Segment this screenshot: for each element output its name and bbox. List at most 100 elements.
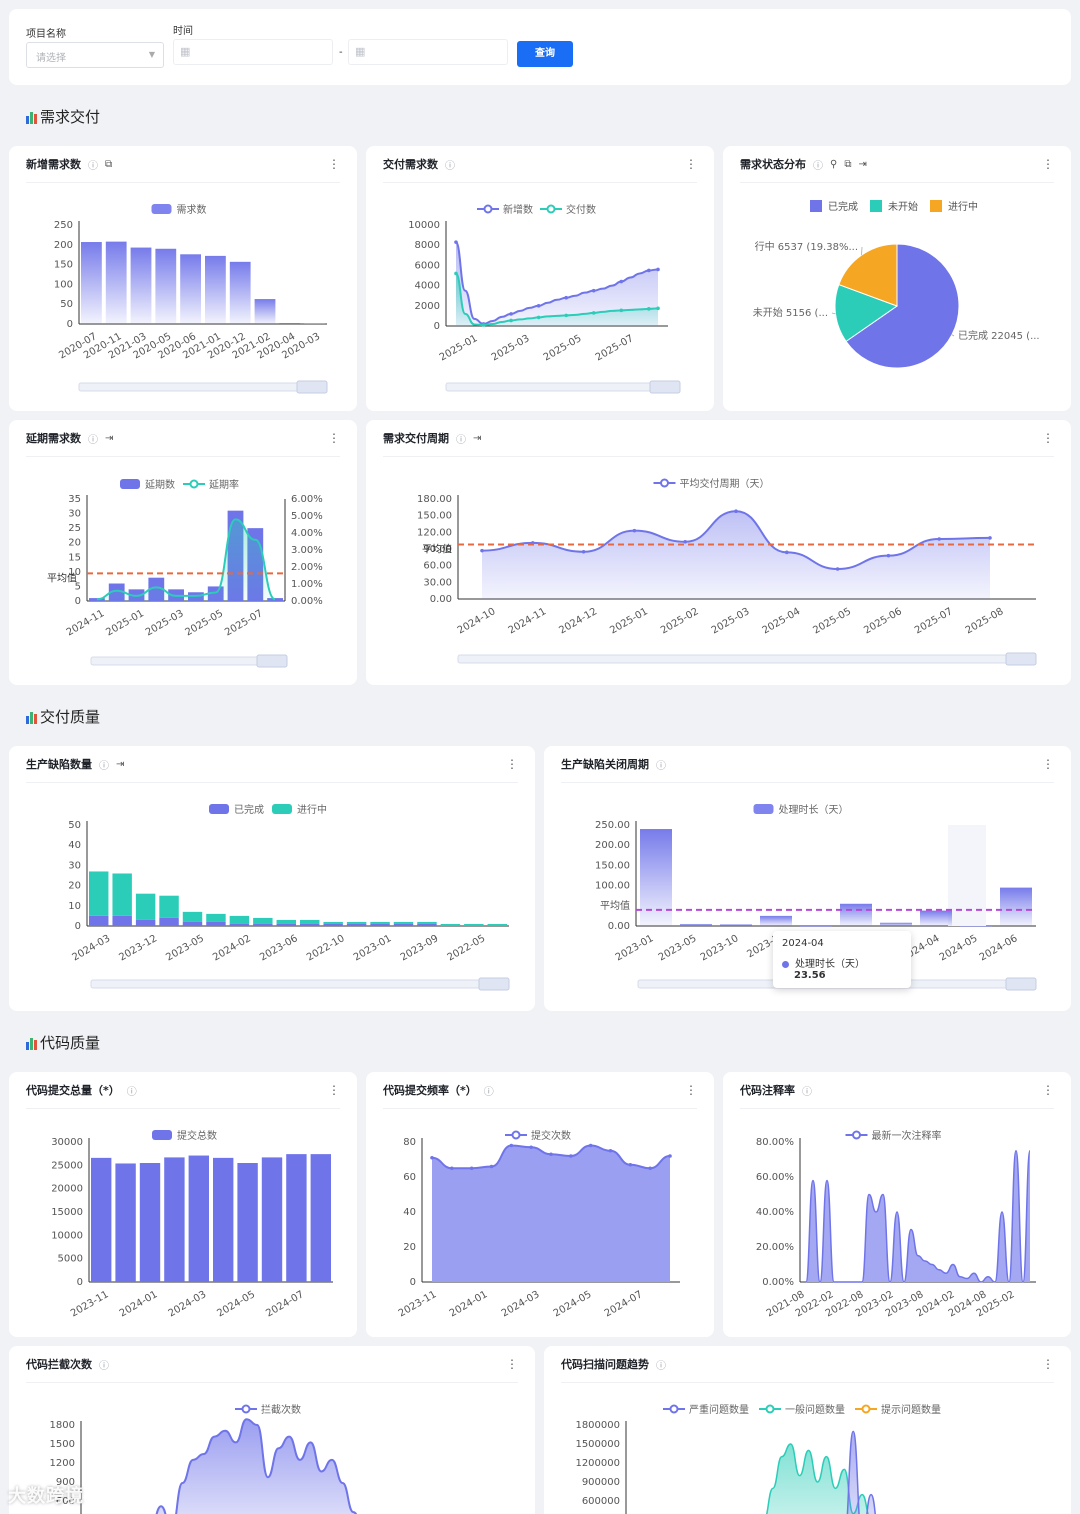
help-icon[interactable]: ⓘ (126, 1086, 137, 1098)
card-title: 代码注释率 (740, 1084, 795, 1097)
export-icon[interactable]: ⇥ (858, 158, 867, 170)
more-menu-icon[interactable]: ⋮ (328, 1083, 340, 1097)
y-tick-label: 0.00 (608, 921, 630, 932)
bar (205, 255, 226, 324)
x-tick-label: 2024-01 (118, 1289, 160, 1319)
help-icon[interactable]: ⓘ (656, 1360, 666, 1372)
filter-icon[interactable]: ⚲ (830, 158, 838, 170)
card-title: 延期需求数 (26, 432, 81, 445)
card-header: 需求交付周期 ⓘ ⇥ ⋮ (383, 420, 1054, 457)
legend-marker (511, 1130, 521, 1140)
bar-in-progress (300, 919, 320, 924)
watermark: 大数跨境 (8, 1486, 84, 1507)
card-header: 代码拦截次数 ⓘ ⋮ (26, 1346, 518, 1383)
y-tick-label: 1800 (50, 1420, 75, 1431)
data-point (785, 550, 789, 555)
x-tick-label: 2024-06 (978, 933, 1020, 963)
x-tick-label: 2024-05 (938, 933, 980, 963)
more-menu-icon[interactable]: ⋮ (1042, 431, 1054, 445)
data-point (529, 1145, 533, 1150)
legend-label: 处理时长（天） (779, 804, 849, 816)
x-tick-label: 2023-06 (258, 933, 300, 963)
help-icon[interactable]: ⓘ (445, 160, 455, 172)
more-menu-icon[interactable]: ⋮ (506, 1357, 518, 1371)
x-tick-label: 2025-03 (144, 608, 186, 638)
help-icon[interactable]: ⓘ (99, 760, 109, 772)
more-menu-icon[interactable]: ⋮ (1042, 157, 1054, 171)
y-tick-label: 20 (68, 881, 81, 892)
data-point (656, 306, 660, 311)
calendar-icon: ▦ (180, 45, 191, 58)
y-tick-label: 1500 (50, 1439, 75, 1450)
bar-in-progress (112, 873, 132, 916)
help-icon[interactable]: ⓘ (813, 160, 823, 172)
help-icon[interactable]: ⓘ (802, 1086, 812, 1098)
data-point (581, 549, 586, 554)
series-line (455, 241, 659, 325)
more-menu-icon[interactable]: ⋮ (1042, 1357, 1054, 1371)
y-tick-label: 150.00 (595, 860, 630, 871)
data-point (608, 1148, 613, 1153)
bar (880, 922, 912, 926)
bar (115, 1163, 136, 1282)
start-date-input[interactable]: ▦ (173, 39, 333, 65)
export-icon[interactable]: ⇥ (105, 432, 114, 444)
bar-in-progress (464, 923, 484, 926)
more-menu-icon[interactable]: ⋮ (685, 1083, 697, 1097)
y-tick-label: 1500000 (575, 1439, 620, 1450)
legend-swatch (810, 200, 822, 212)
more-menu-icon[interactable]: ⋮ (685, 157, 697, 171)
y-tick-label: 600 (56, 1496, 75, 1507)
x-tick-label: 2025-03 (490, 333, 532, 363)
project-placeholder: 请选择 (36, 53, 66, 64)
export-icon[interactable]: ⇥ (473, 432, 482, 444)
bar-in-progress (370, 921, 390, 924)
data-point (734, 509, 738, 514)
bar-in-progress (159, 895, 179, 918)
bar-completed (300, 923, 320, 926)
more-menu-icon[interactable]: ⋮ (328, 157, 340, 171)
copy-icon[interactable]: ⧉ (844, 158, 852, 170)
help-icon[interactable]: ⓘ (88, 160, 98, 172)
help-icon[interactable]: ⓘ (88, 434, 98, 446)
help-icon[interactable]: ⓘ (99, 1360, 109, 1372)
y-tick-label: 30 (68, 509, 81, 520)
help-icon[interactable]: ⓘ (483, 1086, 494, 1098)
section-label: 需求交付 (40, 108, 101, 126)
data-point (536, 304, 541, 308)
more-menu-icon[interactable]: ⋮ (1042, 757, 1054, 771)
y-tick-label: 4000 (415, 281, 440, 292)
bar (960, 926, 992, 927)
x-tick-label: 2023-11 (69, 1289, 111, 1319)
slice-label: 行中 6537 (19.38%... (755, 240, 858, 253)
x-tick-label: 2025-04 (761, 606, 803, 636)
x-tick-label: 2025-03 (710, 606, 752, 636)
y-tick-label: 200.00 (595, 840, 630, 851)
y-tick-label: 150 (54, 260, 73, 271)
bar-completed (206, 921, 226, 926)
more-menu-icon[interactable]: ⋮ (1042, 1083, 1054, 1097)
help-icon[interactable]: ⓘ (656, 760, 666, 772)
more-menu-icon[interactable]: ⋮ (328, 431, 340, 445)
more-menu-icon[interactable]: ⋮ (506, 757, 518, 771)
y-tick-label: 80 (403, 1137, 416, 1148)
tooltip-label: 处理时长（天） (795, 959, 865, 970)
bar-chart-icon (26, 710, 37, 724)
query-button[interactable]: 查询 (517, 41, 573, 67)
help-icon[interactable]: ⓘ (456, 434, 466, 446)
bar-completed (323, 923, 343, 926)
project-select[interactable]: 请选择 ▼ (26, 42, 164, 68)
export-icon[interactable]: ⧉ (105, 158, 113, 170)
y-tick-label: 40.00% (756, 1207, 794, 1218)
end-date-input[interactable]: ▦ (348, 39, 508, 65)
series-area (847, 1431, 876, 1514)
card-title: 需求状态分布 (740, 158, 806, 171)
x-tick-label: 2023-01 (614, 933, 656, 963)
legend-label: 已完成 (828, 200, 858, 213)
card-header: 代码注释率 ⓘ ⋮ (740, 1072, 1054, 1109)
export-icon[interactable]: ⇥ (116, 758, 125, 770)
legend-label: 进行中 (948, 200, 978, 213)
intercept-chart: 拦截次数 1800 1500 1200 900 600 (50, 1403, 358, 1514)
